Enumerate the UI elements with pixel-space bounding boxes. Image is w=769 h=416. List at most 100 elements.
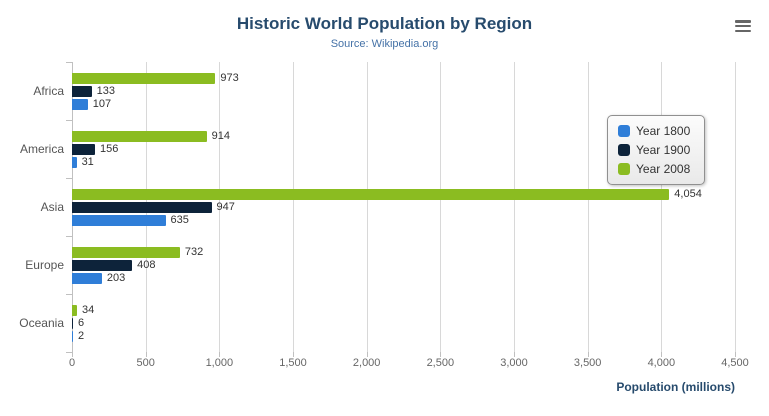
- legend-item-year-1800[interactable]: Year 1800: [618, 124, 694, 138]
- legend-label: Year 1900: [636, 143, 691, 157]
- hamburger-line: [735, 20, 751, 23]
- bar-asia-year-1800[interactable]: [72, 214, 166, 226]
- bar-america-year-1900[interactable]: [72, 143, 95, 155]
- y-tick-mark: [66, 62, 72, 63]
- x-tick-label: 2,000: [352, 357, 381, 369]
- data-label: 203: [106, 272, 126, 284]
- x-tick-label: 3,500: [573, 357, 602, 369]
- x-tick-label: 1,000: [205, 357, 234, 369]
- x-tick-label: 500: [136, 357, 155, 369]
- data-label: 156: [99, 143, 119, 155]
- bar-row: 4,054: [72, 188, 735, 200]
- bar-africa-year-1800[interactable]: [72, 98, 88, 110]
- gridline: [735, 62, 736, 352]
- bar-america-year-1800[interactable]: [72, 156, 77, 168]
- x-tick-mark: [735, 352, 736, 357]
- y-tick-mark: [66, 352, 72, 353]
- chart-title: Historic World Population by Region: [236, 14, 533, 33]
- bar-america-year-2008[interactable]: [72, 130, 207, 142]
- x-tick-mark: [514, 352, 515, 357]
- category-label-africa: Africa: [33, 84, 64, 98]
- bar-group-europe: 732 408 203: [72, 246, 735, 286]
- x-tick-mark: [440, 352, 442, 357]
- plot-area: 973 133 107 914 156 31 4,054 947 635 732 408 203 34 6…: [72, 62, 736, 352]
- bar-row: 408: [72, 259, 735, 271]
- category-label-europe: Europe: [25, 258, 64, 272]
- category-label-asia: Asia: [40, 200, 64, 214]
- x-tick-label: 0: [68, 357, 76, 369]
- bar-row: 31: [72, 156, 735, 168]
- legend-swatch-icon: [618, 163, 630, 175]
- bar-europe-year-1900[interactable]: [72, 259, 133, 271]
- bar-row: 914: [72, 130, 735, 142]
- x-tick-mark: [145, 352, 147, 357]
- x-axis-title: Population (millions): [616, 380, 735, 394]
- data-label: 34: [82, 304, 95, 316]
- y-tick-mark: [66, 236, 72, 237]
- x-tick-mark: [72, 352, 73, 357]
- legend-swatch-icon: [618, 144, 630, 156]
- bar-row: 133: [72, 85, 735, 97]
- bar-row: 2: [72, 330, 735, 342]
- hamburger-line: [735, 29, 751, 32]
- bar-group-asia: 4,054 947 635: [72, 188, 735, 228]
- data-label: 133: [96, 85, 115, 97]
- x-tick-mark: [293, 352, 294, 357]
- data-label: 31: [81, 156, 94, 168]
- data-label: 914: [211, 130, 231, 142]
- data-label: 973: [220, 72, 239, 84]
- gridline: [366, 62, 368, 352]
- category-label-america: America: [19, 142, 64, 156]
- x-tick-mark: [661, 352, 663, 357]
- bar-row: 34: [72, 304, 735, 316]
- gridline: [219, 62, 221, 352]
- bar-group-oceania: 34 6 2: [72, 304, 735, 344]
- bar-group-america: 914 156 31: [72, 130, 735, 170]
- hamburger-line: [735, 24, 751, 28]
- bar-oceania-year-1800[interactable]: [72, 330, 73, 342]
- x-tick-mark: [587, 352, 589, 357]
- bar-group-africa: 973 133 107: [72, 72, 735, 112]
- data-label: 2: [77, 330, 85, 342]
- bar-row: 6: [72, 317, 735, 329]
- bar-row: 635: [72, 214, 735, 226]
- bar-row: 107: [72, 98, 735, 110]
- bar-row: 203: [72, 272, 735, 284]
- y-tick-mark: [66, 178, 72, 179]
- bar-row: 973: [72, 72, 735, 84]
- gridline: [661, 62, 663, 352]
- legend-item-year-1900[interactable]: Year 1900: [618, 143, 694, 157]
- hamburger-icon[interactable]: [735, 20, 751, 32]
- bar-asia-year-1900[interactable]: [72, 201, 212, 213]
- data-label: 947: [216, 201, 235, 213]
- bar-oceania-year-2008[interactable]: [72, 304, 77, 316]
- data-label: 4,054: [674, 188, 702, 200]
- x-tick-mark: [366, 352, 368, 357]
- data-label: 732: [184, 246, 204, 258]
- data-label: 107: [92, 98, 112, 110]
- bar-oceania-year-1900[interactable]: [72, 317, 73, 329]
- bar-row: 732: [72, 246, 735, 258]
- gridline: [587, 62, 589, 352]
- chart-subtitle: Source: Wikipedia.org: [330, 38, 439, 50]
- gridline: [514, 62, 515, 352]
- bar-row: 947: [72, 201, 735, 213]
- x-tick-mark: [219, 352, 221, 357]
- legend-swatch-icon: [618, 125, 630, 137]
- bar-europe-year-2008[interactable]: [72, 246, 180, 258]
- y-tick-mark: [66, 294, 72, 295]
- bar-europe-year-1800[interactable]: [72, 272, 102, 284]
- y-tick-mark: [66, 120, 72, 121]
- legend-item-year-2008[interactable]: Year 2008: [618, 162, 694, 176]
- legend-label: Year 2008: [636, 162, 691, 176]
- bar-africa-year-2008[interactable]: [72, 72, 216, 84]
- legend-label: Year 1800: [636, 124, 691, 138]
- x-tick-label: 3,000: [500, 357, 528, 369]
- bar-row: 156: [72, 143, 735, 155]
- legend: Year 1800 Year 1900 Year 2008: [607, 115, 705, 185]
- bar-africa-year-1900[interactable]: [72, 85, 92, 97]
- category-label-oceania: Oceania: [19, 316, 64, 330]
- bar-asia-year-2008[interactable]: [72, 188, 670, 200]
- data-label: 635: [170, 214, 189, 226]
